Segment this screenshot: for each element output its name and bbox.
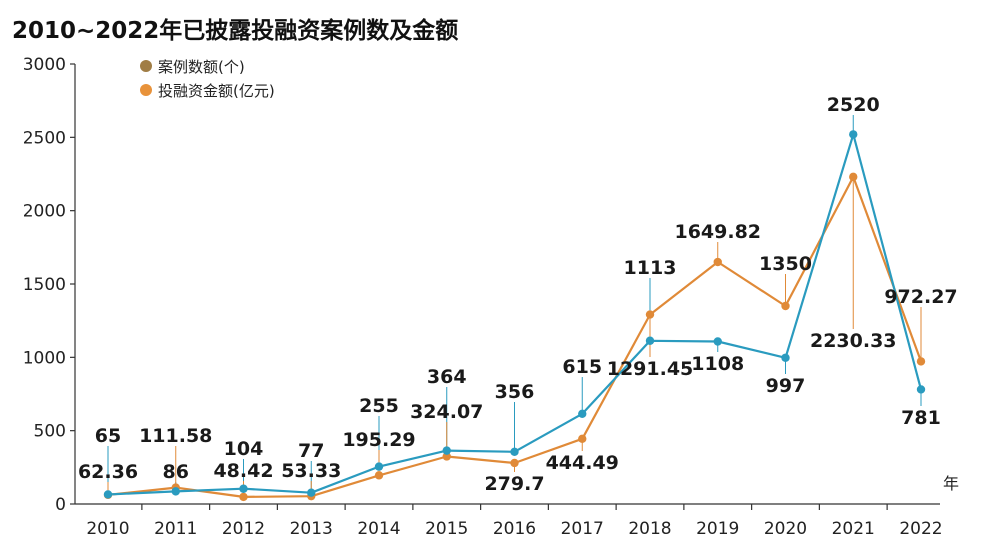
data-point-amount bbox=[442, 452, 451, 461]
legend-marker-cases bbox=[140, 60, 152, 72]
data-point-amount bbox=[713, 257, 722, 267]
data-point-amount bbox=[374, 471, 384, 480]
data-point-amount bbox=[849, 172, 858, 182]
axes: 0 500 1000 1500 2000 2500 3000 2010 2011 2012 2013… bbox=[23, 55, 943, 539]
x-tick-label: 2012 bbox=[222, 519, 265, 539]
data-point-cases bbox=[374, 462, 384, 471]
data-point-cases bbox=[781, 353, 790, 362]
legend: 案例数额(个) 投融资金额(亿元) bbox=[140, 58, 275, 100]
data-point-cases bbox=[103, 490, 113, 499]
data-label-amount: 444.49 bbox=[546, 452, 619, 474]
data-label-cases: 615 bbox=[562, 356, 602, 378]
series-points bbox=[103, 130, 926, 502]
data-label-cases: 1108 bbox=[691, 353, 744, 375]
data-point-cases bbox=[645, 336, 655, 345]
data-label-cases: 356 bbox=[495, 381, 535, 403]
data-label-cases: 781 bbox=[901, 407, 941, 429]
data-point-cases bbox=[307, 488, 316, 497]
data-point-cases bbox=[171, 487, 180, 496]
data-label-cases: 86 bbox=[163, 461, 189, 483]
x-tick-label: 2022 bbox=[899, 519, 942, 539]
data-label-amount: 324.07 bbox=[410, 401, 483, 423]
y-tick-label: 500 bbox=[34, 422, 66, 442]
data-label-amount: 48.42 bbox=[213, 460, 273, 482]
y-tick-label: 1500 bbox=[23, 275, 66, 295]
x-tick-label: 2015 bbox=[425, 519, 468, 539]
x-tick-label: 2011 bbox=[154, 519, 197, 539]
data-label-amount: 1291.45 bbox=[607, 358, 694, 380]
data-label-cases: 255 bbox=[359, 395, 399, 417]
data-label-cases: 65 bbox=[95, 425, 121, 447]
x-tick-label: 2021 bbox=[832, 519, 875, 539]
x-tick-label: 2017 bbox=[561, 519, 604, 539]
y-tick-label: 3000 bbox=[23, 55, 66, 75]
data-label-amount: 62.36 bbox=[78, 461, 138, 483]
y-tick-label: 1000 bbox=[23, 348, 66, 368]
data-point-cases bbox=[916, 385, 926, 394]
x-tick-label: 2013 bbox=[290, 519, 333, 539]
chart-title: 2010~2022年已披露投融资案例数及金额 bbox=[12, 17, 458, 44]
data-label-cases: 997 bbox=[766, 375, 806, 397]
data-point-amount bbox=[781, 301, 790, 311]
data-label-cases: 1113 bbox=[624, 257, 677, 279]
data-point-cases bbox=[510, 447, 519, 456]
data-point-cases bbox=[442, 446, 451, 455]
data-label-amount: 53.33 bbox=[281, 460, 341, 482]
y-tick-label: 2000 bbox=[23, 202, 66, 222]
data-point-amount bbox=[645, 310, 655, 319]
data-label-amount: 1649.82 bbox=[674, 221, 761, 243]
data-label-amount: 111.58 bbox=[139, 425, 212, 447]
x-tick-label: 2019 bbox=[696, 519, 739, 539]
legend-label-amount: 投融资金额(亿元) bbox=[158, 82, 275, 100]
data-label-amount: 195.29 bbox=[342, 429, 415, 451]
x-tick-label: 2020 bbox=[764, 519, 807, 539]
data-point-amount bbox=[239, 492, 248, 502]
y-tick-label: 0 bbox=[55, 495, 66, 515]
leader-lines bbox=[107, 115, 922, 497]
x-tick-label: 2016 bbox=[493, 519, 536, 539]
x-tick-label: 2014 bbox=[357, 519, 400, 539]
data-point-cases bbox=[713, 337, 722, 346]
x-tick-label: 2018 bbox=[628, 519, 671, 539]
y-tick-label: 2500 bbox=[23, 128, 66, 148]
data-point-cases bbox=[849, 130, 858, 139]
data-label-cases: 364 bbox=[427, 366, 467, 388]
data-point-amount bbox=[510, 458, 519, 468]
data-labels: 65 86 104 77 255 364 356 615 1113 1108 997 2520 781 6… bbox=[78, 94, 958, 495]
data-label-cases: 2520 bbox=[827, 94, 880, 116]
x-unit-label: 年 bbox=[943, 474, 959, 493]
legend-marker-amount bbox=[140, 84, 152, 96]
data-point-cases bbox=[239, 484, 248, 493]
data-label-amount: 972.27 bbox=[884, 286, 957, 308]
data-label-amount: 2230.33 bbox=[810, 330, 897, 352]
data-label-amount: 1350 bbox=[759, 253, 812, 275]
legend-label-cases: 案例数额(个) bbox=[158, 58, 245, 76]
data-point-cases bbox=[578, 409, 587, 418]
x-tick-label: 2010 bbox=[86, 519, 129, 539]
data-point-amount bbox=[578, 434, 587, 444]
data-label-amount: 279.7 bbox=[484, 473, 544, 495]
data-label-cases: 77 bbox=[298, 440, 324, 462]
data-point-amount bbox=[916, 357, 926, 366]
data-label-cases: 104 bbox=[224, 438, 264, 460]
